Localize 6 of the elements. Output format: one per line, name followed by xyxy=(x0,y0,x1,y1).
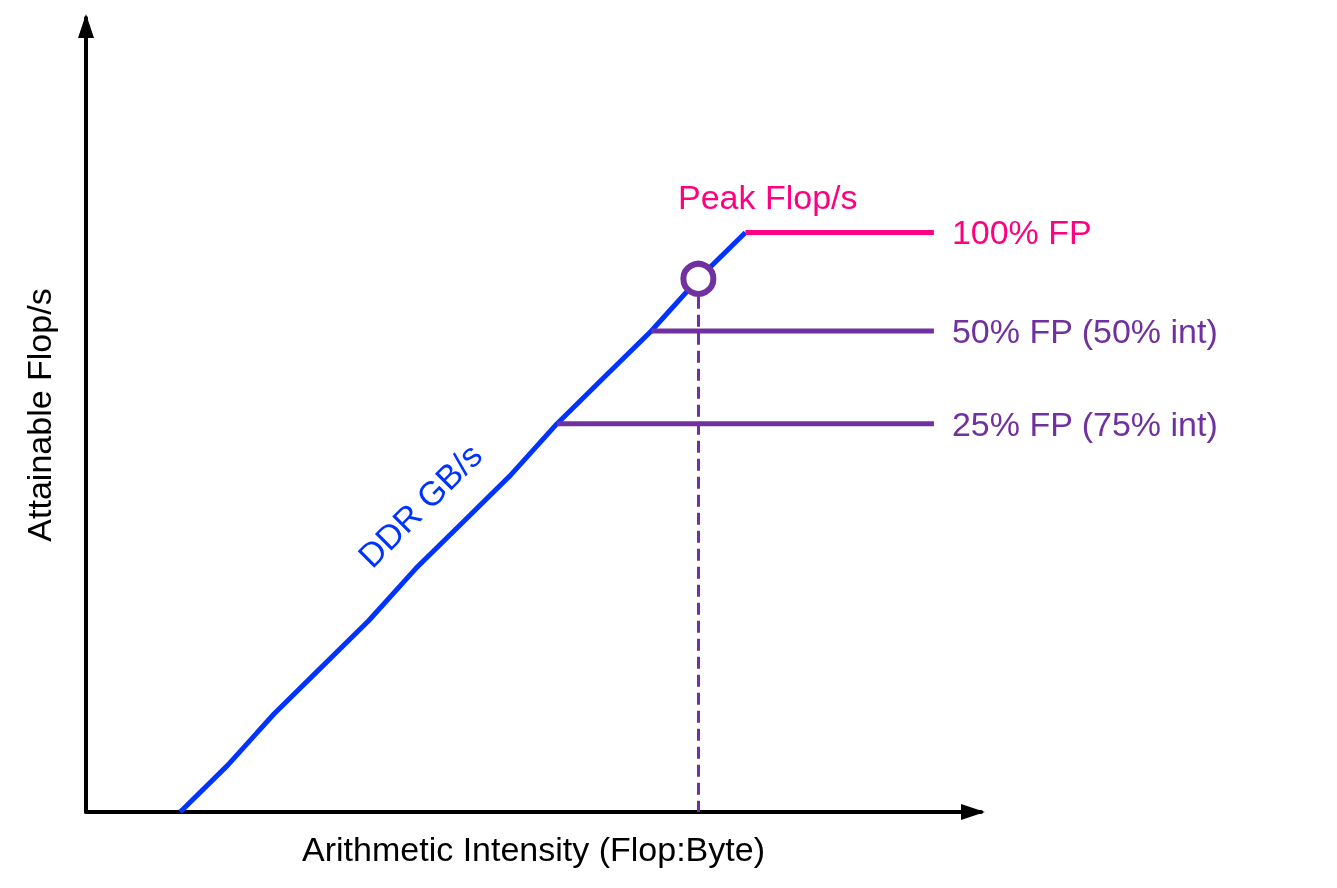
series-label: 25% FP (75% int) xyxy=(951,404,1218,443)
series-label: 100% FP xyxy=(951,213,1092,252)
series-label: 50% FP (50% int) xyxy=(951,311,1218,350)
text: Peak Flop/s xyxy=(678,178,858,216)
x-axis-title: Arithmetic Intensity (Flop:Byte) xyxy=(302,830,765,868)
y-axis-title: Attainable Flop/s xyxy=(20,288,58,542)
